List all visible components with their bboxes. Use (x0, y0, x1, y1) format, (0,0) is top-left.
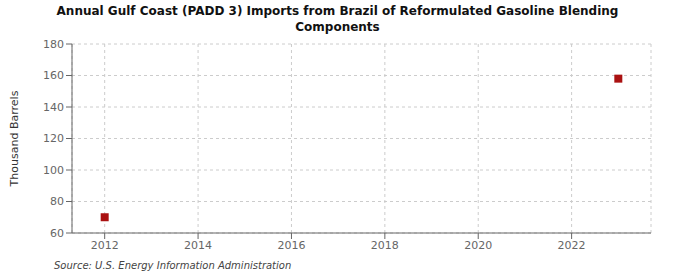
html-text:Annual Gulf Coast (PADD 3) Imp: Annual Gulf Coast (PADD 3) Imports from … (56, 4, 619, 18)
svg-text:2022: 2022 (558, 239, 586, 252)
svg-text:160: 160 (43, 69, 64, 82)
html-text:Source: U.S. Energy Informatio: Source: U.S. Energy Information Administ… (54, 260, 292, 271)
svg-text:120: 120 (43, 132, 64, 145)
svg-text:140: 140 (43, 101, 64, 114)
svg-text:60: 60 (50, 227, 64, 240)
html-text:Components: Components (295, 20, 380, 34)
svg-text:2014: 2014 (184, 239, 212, 252)
svg-text:100: 100 (43, 164, 64, 177)
svg-text:2020: 2020 (464, 239, 492, 252)
svg-text:2018: 2018 (371, 239, 399, 252)
svg-text:2012: 2012 (91, 239, 119, 252)
svg-text:2016: 2016 (277, 239, 305, 252)
svg-text:80: 80 (50, 195, 64, 208)
svg-text:Thousand Barrels: Thousand Barrels (8, 90, 21, 187)
svg-text:180: 180 (43, 38, 64, 51)
